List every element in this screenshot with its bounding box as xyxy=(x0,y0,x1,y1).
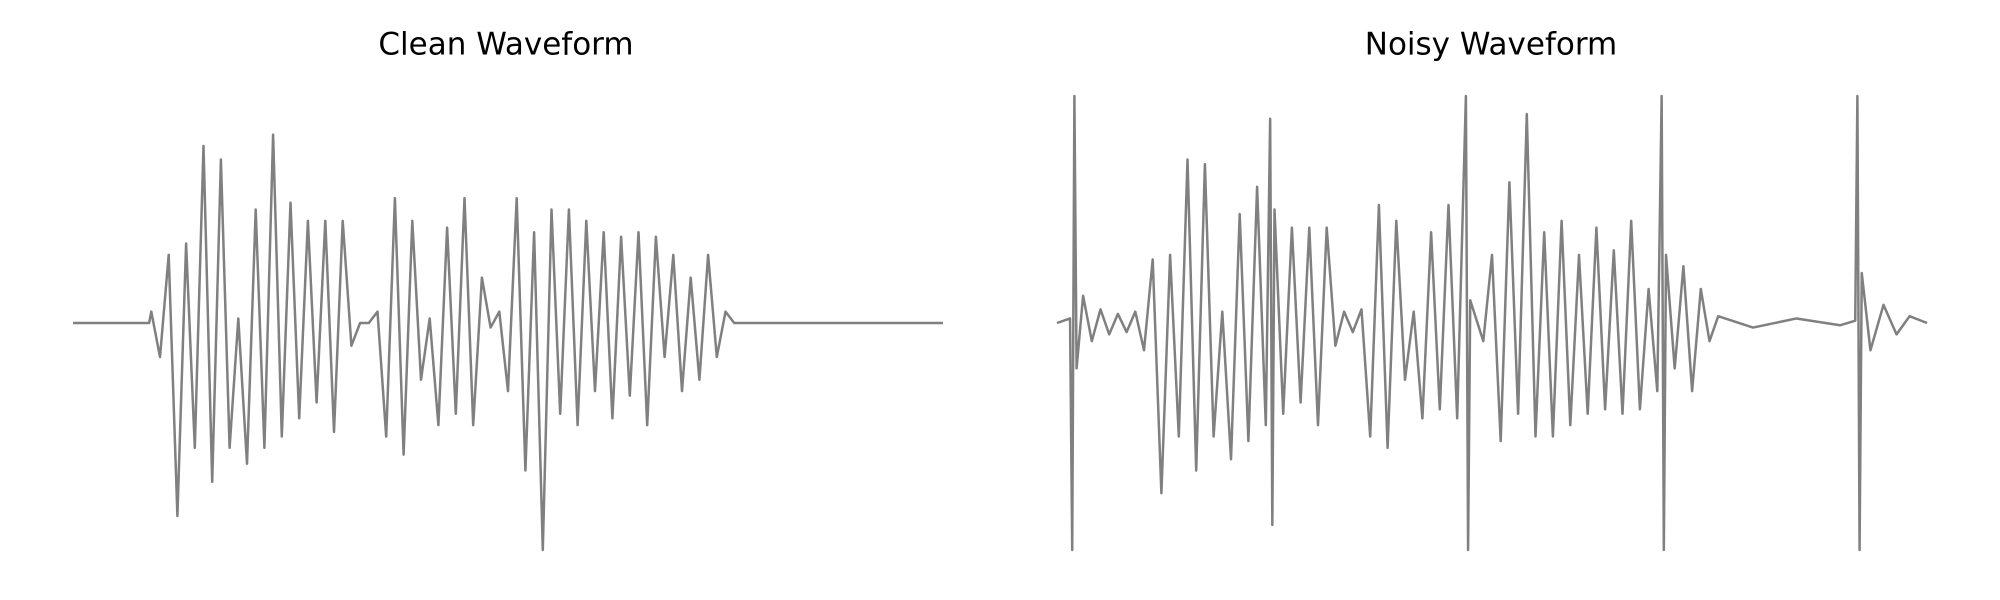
chart-title: Noisy Waveform xyxy=(1365,27,1617,63)
waveform xyxy=(73,133,943,552)
chart-title: Clean Waveform xyxy=(378,27,633,63)
waveform xyxy=(1056,94,1928,552)
